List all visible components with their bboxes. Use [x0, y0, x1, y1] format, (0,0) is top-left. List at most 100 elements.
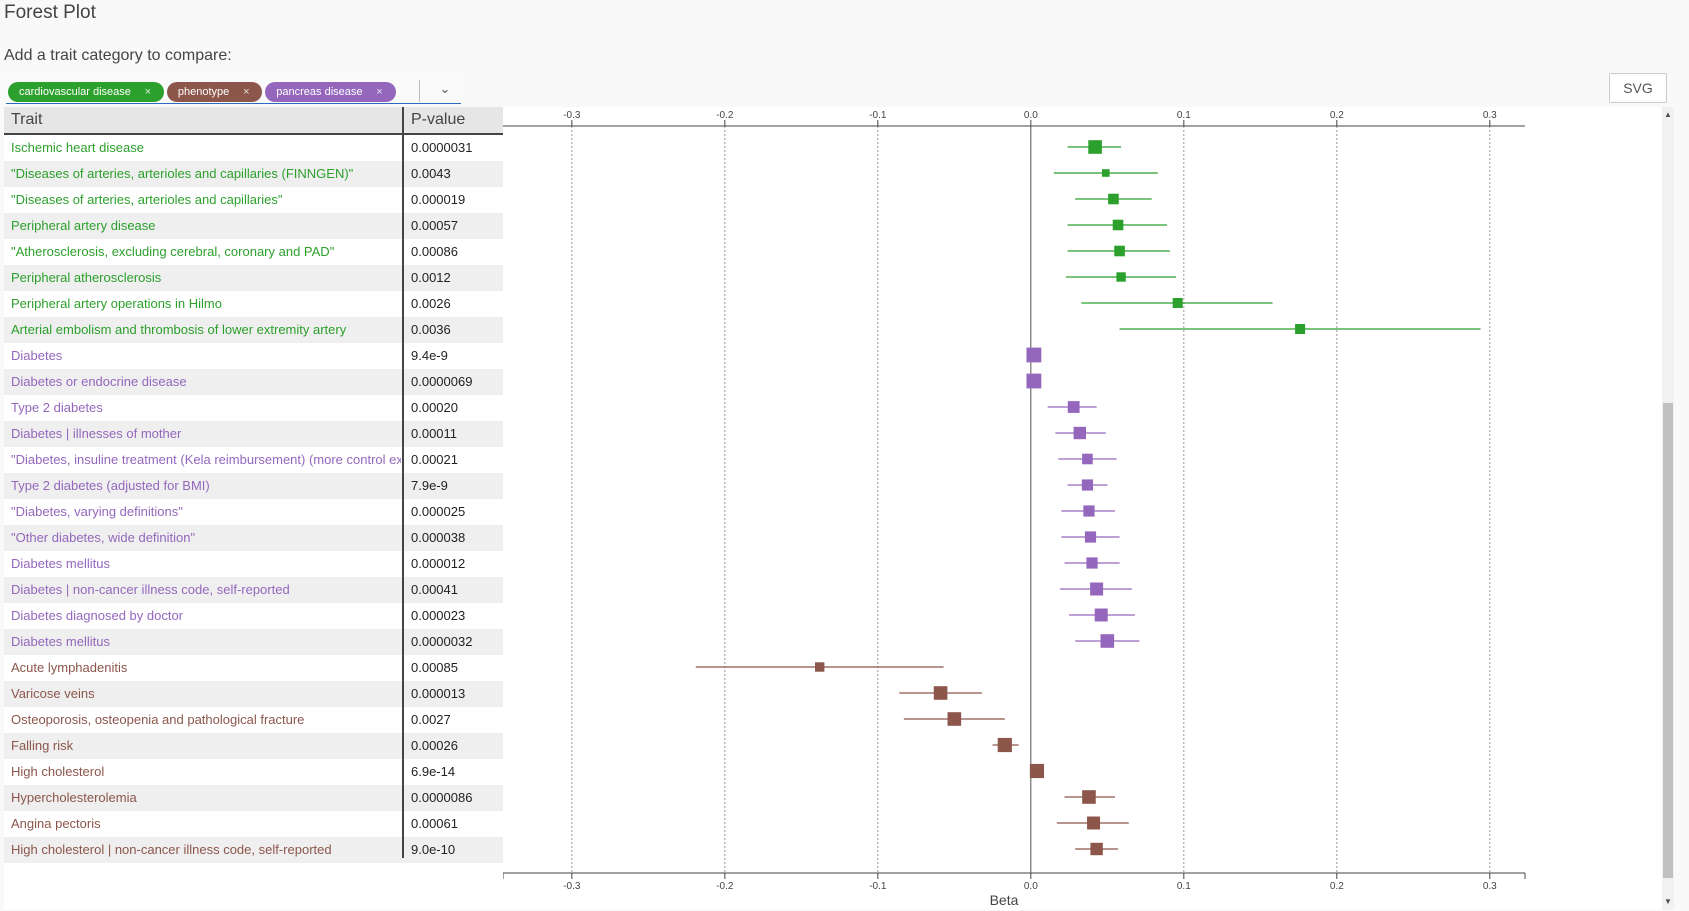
table-row[interactable]: Angina pectoris 0.00061 — [4, 811, 503, 837]
p-value: 0.0012 — [411, 270, 451, 285]
trait-name[interactable]: Diabetes or endocrine disease — [11, 374, 187, 389]
table-header: Trait P-value — [4, 107, 503, 135]
table-row[interactable]: Diabetes mellitus 0.000012 — [4, 551, 503, 577]
trait-name[interactable]: Peripheral artery disease — [11, 218, 156, 233]
table-row[interactable]: "Diabetes, varying definitions" 0.000025 — [4, 499, 503, 525]
category-tag[interactable]: pancreas disease × — [265, 82, 396, 102]
remove-tag-icon[interactable]: × — [243, 86, 250, 98]
trait-name[interactable]: "Diabetes, varying definitions" — [11, 504, 183, 519]
p-value: 0.00086 — [411, 244, 458, 259]
trait-name[interactable]: Arterial embolism and thrombosis of lowe… — [11, 322, 347, 337]
trait-name[interactable]: Acute lymphadenitis — [11, 660, 128, 675]
table-row[interactable]: Acute lymphadenitis 0.00085 — [4, 655, 503, 681]
p-value: 0.0043 — [411, 166, 451, 181]
trait-name[interactable]: "Diseases of arteries, arterioles and ca… — [11, 192, 283, 207]
x-axis-label: Beta — [990, 892, 1019, 908]
remove-tag-icon[interactable]: × — [376, 86, 383, 98]
scroll-down-arrow-icon[interactable]: ▼ — [1664, 897, 1672, 906]
trait-name[interactable]: Angina pectoris — [11, 816, 101, 831]
p-value: 0.0036 — [411, 322, 451, 337]
p-value: 0.0026 — [411, 296, 451, 311]
trait-name[interactable]: Diabetes | non-cancer illness code, self… — [11, 582, 290, 597]
trait-name[interactable]: Peripheral artery operations in Hilmo — [11, 296, 222, 311]
p-value: 0.0000032 — [411, 634, 473, 649]
trait-name[interactable]: High cholesterol | non-cancer illness co… — [11, 842, 332, 857]
p-value: 0.00057 — [411, 218, 458, 233]
trait-name[interactable]: Ischemic heart disease — [11, 140, 144, 155]
table-row[interactable]: "Diabetes, insuline treatment (Kela reim… — [4, 447, 503, 473]
trait-name[interactable]: "Atherosclerosis, excluding cerebral, co… — [11, 244, 335, 259]
category-tag[interactable]: cardiovascular disease × — [8, 82, 164, 102]
trait-name[interactable]: Peripheral atherosclerosis — [11, 270, 162, 285]
trait-name[interactable]: Diabetes mellitus — [11, 556, 110, 571]
forest-plot-panel: Trait P-value Ischemic heart disease 0.00… — [4, 107, 1662, 910]
table-row[interactable]: Diabetes 9.4e-9 — [4, 343, 503, 369]
table-row[interactable]: Peripheral atherosclerosis 0.0012 — [4, 265, 503, 291]
effect-marker — [1116, 272, 1126, 282]
table-row[interactable]: "Atherosclerosis, excluding cerebral, co… — [4, 239, 503, 265]
table-row[interactable]: Ischemic heart disease 0.0000031 — [4, 135, 503, 161]
trait-name[interactable]: "Other diabetes, wide definition" — [11, 530, 196, 545]
trait-name[interactable]: Diabetes diagnosed by doctor — [11, 608, 184, 623]
scrollbar[interactable]: ▲ ▼ — [1662, 107, 1674, 910]
trait-name[interactable]: Type 2 diabetes — [11, 400, 103, 415]
remove-tag-icon[interactable]: × — [144, 86, 152, 98]
bottom-tick-label: -0.1 — [869, 881, 887, 892]
table-row[interactable]: "Other diabetes, wide definition" 0.00003… — [4, 525, 503, 551]
top-tick-label: 0.0 — [1024, 110, 1038, 121]
trait-name[interactable]: "Diabetes, insuline treatment (Kela reim… — [11, 452, 401, 467]
table-row[interactable]: Hypercholesterolemia 0.0000086 — [4, 785, 503, 811]
trait-name[interactable]: "Diseases of arteries, arterioles and ca… — [11, 166, 354, 181]
trait-name[interactable]: High cholesterol — [11, 764, 105, 779]
selected-categories: cardiovascular disease × phenotype × pancrea… — [8, 82, 396, 102]
table-row[interactable]: Peripheral artery operations in Hilmo 0.0… — [4, 291, 503, 317]
bottom-tick-label: 0.2 — [1330, 881, 1344, 892]
table-row[interactable]: Type 2 diabetes (adjusted for BMI) 7.9e-9 — [4, 473, 503, 499]
scrollbar-thumb[interactable] — [1663, 403, 1673, 878]
trait-name[interactable]: Hypercholesterolemia — [11, 790, 137, 805]
trait-name[interactable]: Diabetes mellitus — [11, 634, 110, 649]
scroll-up-arrow-icon[interactable]: ▲ — [1664, 110, 1672, 119]
table-row[interactable]: Osteoporosis, osteopenia and pathologica… — [4, 707, 503, 733]
trait-name[interactable]: Type 2 diabetes (adjusted for BMI) — [11, 478, 210, 493]
category-tag[interactable]: phenotype × — [166, 82, 263, 102]
table-row[interactable]: Arterial embolism and thrombosis of lowe… — [4, 317, 503, 343]
effect-marker — [1082, 453, 1093, 465]
effect-marker — [1029, 763, 1045, 779]
table-row[interactable]: High cholesterol | non-cancer illness co… — [4, 837, 503, 863]
trait-name[interactable]: Osteoporosis, osteopenia and pathologica… — [11, 712, 305, 727]
table-row[interactable]: Diabetes mellitus 0.0000032 — [4, 629, 503, 655]
table-row[interactable]: Varicose veins 0.000013 — [4, 681, 503, 707]
table-row[interactable]: "Diseases of arteries, arterioles and ca… — [4, 161, 503, 187]
effect-marker — [1087, 816, 1101, 830]
bottom-tick-label: -0.3 — [563, 881, 581, 892]
p-value: 0.00011 — [411, 426, 458, 441]
trait-name[interactable]: Diabetes | illnesses of mother — [11, 426, 182, 441]
trait-name[interactable]: Varicose veins — [11, 686, 95, 701]
table-row[interactable]: Diabetes | non-cancer illness code, self… — [4, 577, 503, 603]
table-row[interactable]: Peripheral artery disease 0.00057 — [4, 213, 503, 239]
p-value: 0.00061 — [411, 816, 458, 831]
table-row[interactable]: Diabetes diagnosed by doctor 0.000023 — [4, 603, 503, 629]
table-row[interactable]: High cholesterol 6.9e-14 — [4, 759, 503, 785]
effect-marker — [933, 686, 948, 700]
top-tick-label: 0.1 — [1177, 110, 1191, 121]
effect-marker — [1073, 426, 1086, 440]
effect-marker — [1083, 505, 1095, 517]
chevron-down-icon[interactable]: ⌄ — [439, 81, 451, 96]
trait-name[interactable]: Falling risk — [11, 738, 74, 753]
column-separator — [402, 107, 404, 858]
effect-marker — [1082, 790, 1096, 804]
table-row[interactable]: Type 2 diabetes 0.00020 — [4, 395, 503, 421]
table-row[interactable]: Diabetes or endocrine disease 0.0000069 — [4, 369, 503, 395]
table-row[interactable]: "Diseases of arteries, arterioles and ca… — [4, 187, 503, 213]
table-row[interactable]: Diabetes | illnesses of mother 0.00011 — [4, 421, 503, 447]
table-row[interactable]: Falling risk 0.00026 — [4, 733, 503, 759]
category-selector[interactable]: cardiovascular disease × phenotype × pancrea… — [6, 75, 461, 104]
p-value: 0.000012 — [411, 556, 466, 571]
bottom-tick-label: -0.2 — [716, 881, 734, 892]
p-value: 0.000023 — [411, 608, 466, 623]
header-pvalue: P-value — [411, 111, 466, 128]
trait-name[interactable]: Diabetes — [11, 348, 63, 363]
svg-export-button[interactable]: SVG — [1609, 73, 1667, 103]
